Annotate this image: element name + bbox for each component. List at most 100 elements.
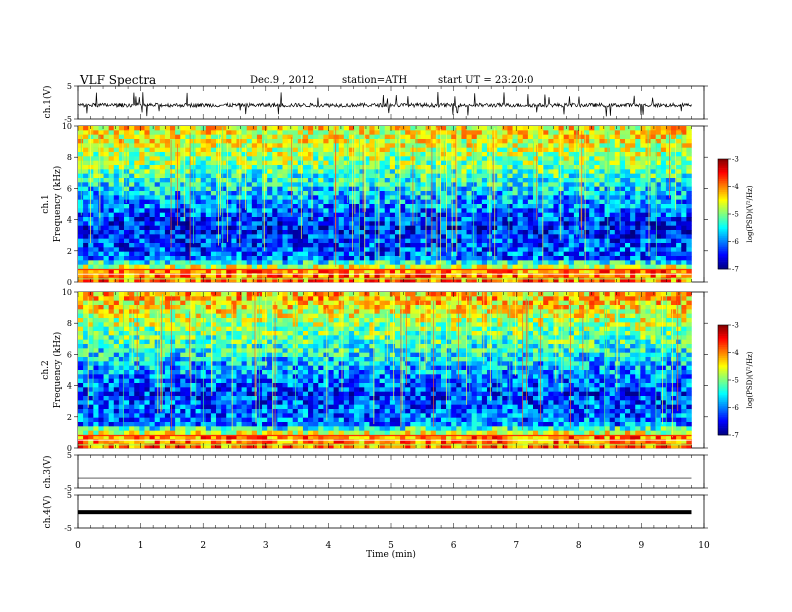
spectrogram-cell — [144, 212, 150, 218]
spectrogram-cell — [205, 260, 212, 265]
spectrogram-cell — [640, 234, 646, 239]
spectrogram-cell — [609, 182, 616, 187]
spectrogram-cell — [630, 152, 636, 157]
spectrogram-cell — [83, 396, 89, 401]
spectrogram-cell — [200, 234, 207, 239]
spectrogram-cell — [538, 221, 544, 226]
spectrogram-cell — [170, 234, 176, 239]
spectrogram-cell — [471, 186, 478, 192]
spectrogram-cell — [348, 130, 355, 135]
spectrogram-cell — [154, 195, 161, 200]
spectrogram-cell — [118, 251, 125, 257]
spectrogram-cell — [359, 212, 365, 218]
spectrogram-cell — [599, 139, 605, 144]
spectrogram-cell — [139, 305, 145, 310]
spectrogram-cell — [348, 273, 355, 278]
spectrogram-cell — [446, 238, 452, 244]
spectrogram-cell — [98, 404, 104, 410]
spectrogram-cell — [676, 251, 682, 257]
spectrogram-cell — [630, 243, 636, 248]
spectrogram-cell — [118, 139, 125, 144]
spectrogram-cell — [282, 247, 288, 252]
spectrogram-cell — [144, 178, 150, 183]
spectrogram-cell — [83, 264, 89, 270]
spectrogram-cell — [103, 335, 109, 340]
spectrogram-cell — [200, 199, 207, 205]
spectrogram-cell — [681, 269, 687, 274]
spectrogram-cell — [108, 126, 115, 131]
spectrogram-cell — [451, 169, 457, 174]
spectrogram-cell — [98, 370, 104, 375]
spectrogram-cell — [364, 230, 370, 235]
spectrogram-cell — [195, 186, 201, 192]
spectrogram-cell — [231, 243, 237, 248]
spectrogram-cell — [149, 182, 155, 187]
spectrogram-cell — [553, 230, 559, 235]
spectrogram-cell — [93, 426, 99, 431]
spectrogram-cell — [267, 165, 273, 170]
spectrogram-cell — [548, 139, 554, 144]
spectrogram-cell — [502, 178, 508, 183]
spectrogram-cell — [400, 134, 406, 140]
spectrogram-cell — [226, 269, 232, 274]
spectrogram-cell — [236, 273, 242, 278]
spectrogram-cell — [425, 238, 432, 244]
spectrogram-cell — [124, 322, 130, 327]
spectrogram-cell — [543, 230, 549, 235]
spectrogram-cell — [645, 221, 651, 226]
spectrogram-cell — [124, 160, 130, 166]
spectrogram-cell — [354, 225, 360, 231]
spectrogram-cell — [394, 243, 401, 248]
spectrogram-cell — [650, 230, 656, 235]
spectrogram-cell — [83, 251, 89, 257]
spectrogram-cell — [164, 195, 171, 200]
spectrogram-cell — [103, 417, 109, 423]
spectrogram-cell — [103, 374, 109, 379]
spectrogram-cell — [405, 256, 411, 261]
spectrogram-cell — [686, 260, 692, 265]
spectrogram-cell — [287, 234, 294, 239]
spectrogram-cell — [78, 396, 84, 401]
spectrogram-cell — [205, 208, 212, 213]
spectrogram-cell — [103, 426, 109, 431]
spectrogram-cell — [471, 147, 478, 153]
spectrogram-cell — [88, 305, 94, 310]
spectrogram-cell — [287, 169, 294, 174]
spectrogram-cell — [563, 173, 570, 179]
spectrogram-cell — [262, 251, 268, 257]
spectrogram-cell — [144, 225, 150, 231]
spectrogram-cell — [374, 204, 380, 209]
spectrogram-cell — [655, 178, 662, 183]
spectrogram-cell — [154, 208, 161, 213]
spectrogram-cell — [430, 217, 437, 222]
spectrogram-cell — [348, 243, 355, 248]
spectrogram-cell — [604, 126, 610, 131]
spectrogram-cell — [446, 204, 452, 209]
spectrogram-cell — [103, 322, 109, 327]
spectrogram-cell — [502, 186, 508, 192]
spectrogram-cell — [604, 160, 610, 166]
spectrogram-cell — [98, 409, 104, 414]
spectrogram-cell — [476, 178, 483, 183]
spectrogram-cell — [144, 208, 150, 213]
spectrogram-cell — [180, 152, 186, 157]
spectrogram-cell — [251, 238, 258, 244]
spectrogram-cell — [200, 191, 207, 196]
spectrogram-cell — [471, 221, 478, 226]
spectrogram-cell — [78, 191, 84, 196]
spectrogram-cell — [522, 178, 529, 183]
spectrogram-cell — [420, 204, 426, 209]
spectrogram-cell — [297, 212, 304, 218]
spectrogram-cell — [461, 182, 467, 187]
spectrogram-cell — [512, 178, 518, 183]
spectrogram-cell — [589, 230, 595, 235]
spectrogram-cell — [625, 256, 631, 261]
spectrogram-cell — [364, 238, 370, 244]
spectrogram-cell — [93, 130, 99, 135]
spectrogram-cell — [614, 139, 621, 144]
spectrogram-cell — [231, 212, 237, 218]
spectrogram-cell — [113, 413, 120, 418]
spectrogram-cell — [425, 269, 432, 274]
spectrogram-cell — [313, 260, 319, 265]
spectrogram-cell — [98, 339, 104, 345]
